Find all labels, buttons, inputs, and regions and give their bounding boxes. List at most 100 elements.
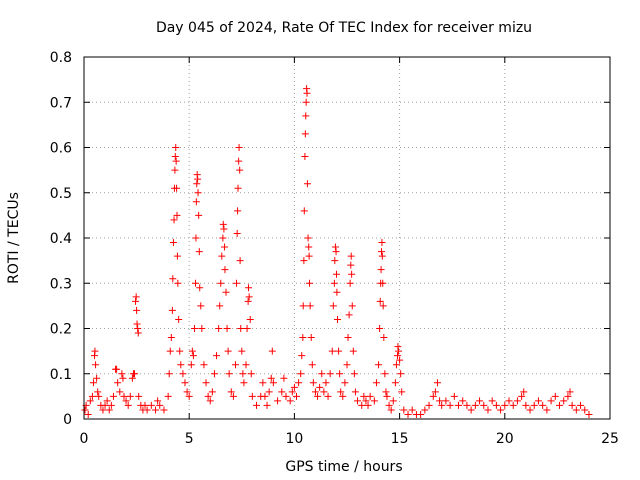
data-point (124, 401, 132, 409)
data-point (227, 388, 235, 396)
data-point (233, 229, 241, 237)
data-point (194, 189, 202, 197)
data-point (179, 370, 187, 378)
data-point (173, 184, 181, 192)
data-point (234, 207, 242, 215)
data-point (215, 325, 223, 332)
data-point (244, 297, 252, 305)
data-point (324, 392, 332, 400)
data-point (173, 252, 181, 260)
data-point (442, 397, 450, 405)
data-point (438, 401, 446, 409)
data-point (213, 352, 221, 360)
data-point (380, 334, 388, 342)
data-point (306, 302, 314, 310)
data-point (364, 401, 372, 409)
data-point (245, 293, 253, 301)
data-point (164, 392, 172, 400)
data-point (222, 288, 230, 296)
data-point (332, 248, 340, 256)
data-point (233, 279, 241, 287)
data-point (189, 352, 197, 360)
data-point (425, 401, 433, 409)
data-points-layer (81, 85, 593, 418)
data-point (141, 401, 149, 409)
data-point (94, 388, 102, 396)
data-point (84, 410, 92, 418)
data-point (219, 220, 227, 228)
data-point (577, 401, 585, 409)
data-point (394, 343, 402, 351)
y-tick-label: 0.7 (50, 95, 72, 111)
data-point (302, 98, 310, 106)
data-point (261, 392, 269, 400)
data-point (238, 347, 246, 355)
data-point (348, 270, 356, 278)
data-point (302, 112, 310, 120)
data-point (347, 261, 355, 269)
data-point (93, 374, 101, 382)
data-point (192, 198, 200, 206)
data-point (224, 347, 232, 355)
data-point (167, 334, 175, 342)
data-point (389, 397, 397, 405)
data-point (247, 370, 255, 378)
data-point (105, 406, 113, 414)
data-point (455, 401, 463, 409)
data-point (210, 370, 218, 378)
data-point (202, 379, 210, 387)
data-point (379, 279, 387, 287)
data-point (547, 397, 555, 405)
data-point (336, 370, 344, 378)
data-point (235, 157, 243, 165)
data-point (114, 379, 122, 387)
data-point (334, 315, 342, 323)
data-point (242, 361, 250, 369)
data-point (349, 347, 357, 355)
data-point (446, 401, 454, 409)
data-point (360, 392, 368, 400)
data-point (88, 392, 96, 400)
data-point (522, 401, 530, 409)
y-tick-label: 0 (63, 412, 72, 428)
y-tick-label: 0.4 (50, 231, 72, 247)
data-point (234, 184, 242, 192)
data-point (303, 180, 311, 188)
data-point (225, 370, 233, 378)
data-point (86, 397, 94, 405)
data-point (183, 388, 191, 396)
data-point (185, 392, 193, 400)
data-point (235, 144, 243, 151)
y-tick-label: 0.6 (50, 141, 72, 157)
data-point (382, 388, 390, 396)
data-point (173, 211, 181, 219)
data-point (585, 410, 593, 418)
data-point (509, 401, 517, 409)
data-point (126, 392, 134, 400)
data-point (379, 302, 387, 310)
data-point (372, 379, 380, 387)
data-point (304, 234, 312, 242)
data-point (99, 406, 107, 414)
data-point (520, 388, 528, 396)
data-point (378, 239, 386, 247)
data-point (92, 361, 100, 369)
y-axis-title: ROTI / TECUs (6, 192, 22, 284)
data-point (333, 288, 341, 296)
y-tick-label: 0.1 (50, 367, 72, 383)
data-point (556, 401, 564, 409)
data-point (375, 361, 383, 369)
data-point (236, 166, 244, 174)
data-point (166, 347, 174, 355)
data-point (170, 216, 178, 224)
data-point (239, 370, 247, 378)
data-point (381, 370, 389, 378)
data-point (383, 392, 391, 400)
data-point (216, 302, 224, 310)
data-point (113, 365, 121, 373)
data-point (248, 392, 256, 400)
data-point (492, 401, 500, 409)
data-point (431, 388, 439, 396)
data-point (192, 234, 200, 242)
